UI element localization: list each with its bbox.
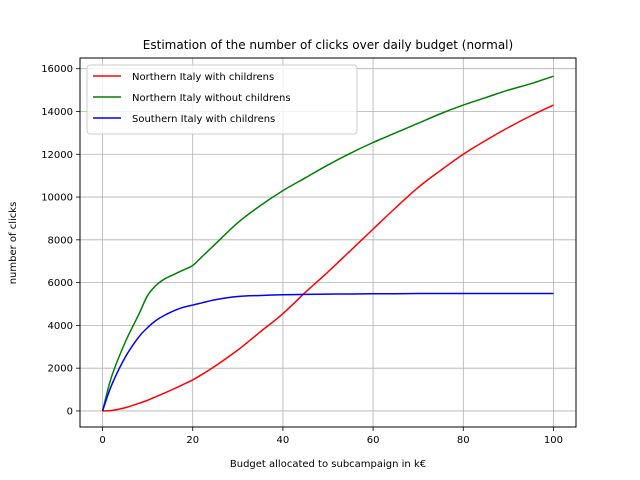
legend-box bbox=[86, 64, 358, 135]
y-tick-label: 6000 bbox=[48, 278, 73, 289]
y-tick-label: 14000 bbox=[41, 107, 73, 118]
series-line-1 bbox=[101, 75, 554, 412]
y-tick-label: 8000 bbox=[48, 235, 73, 246]
plot-frame bbox=[79, 57, 577, 428]
y-axis-label: number of clicks bbox=[8, 202, 19, 285]
x-tick-label: 20 bbox=[186, 435, 199, 446]
y-tick-label: 4000 bbox=[48, 321, 73, 332]
y-tick-label: 12000 bbox=[41, 150, 73, 161]
y-axis-ticks: 0 2000 4000 6000 8000 10000 12000 14000 16000 bbox=[41, 64, 80, 417]
x-tick-label: 80 bbox=[457, 435, 470, 446]
chart-title: Estimation of the number of clicks over … bbox=[143, 38, 513, 52]
series-line-0 bbox=[102, 104, 554, 412]
y-tick-label: 10000 bbox=[41, 193, 73, 204]
x-tick-label: 40 bbox=[277, 435, 290, 446]
x-axis-ticks: 0 20 40 60 80 100 bbox=[99, 427, 563, 446]
legend-label-2: Southern Italy with childrens bbox=[132, 114, 275, 125]
x-tick-label: 100 bbox=[544, 435, 563, 446]
x-tick-label: 0 bbox=[99, 435, 105, 446]
y-tick-label: 16000 bbox=[41, 64, 73, 75]
legend-label-1: Northern Italy without childrens bbox=[132, 93, 291, 104]
y-tick-label: 0 bbox=[67, 406, 73, 417]
x-axis-label: Budget allocated to subcampaign in k€ bbox=[230, 459, 426, 470]
series-lines bbox=[101, 75, 554, 412]
y-tick-label: 2000 bbox=[48, 364, 73, 375]
series-line-2 bbox=[101, 292, 554, 412]
legend: Northern Italy with childrens Northern It… bbox=[86, 64, 358, 135]
legend-label-0: Northern Italy with childrens bbox=[132, 72, 274, 83]
x-tick-label: 60 bbox=[367, 435, 380, 446]
